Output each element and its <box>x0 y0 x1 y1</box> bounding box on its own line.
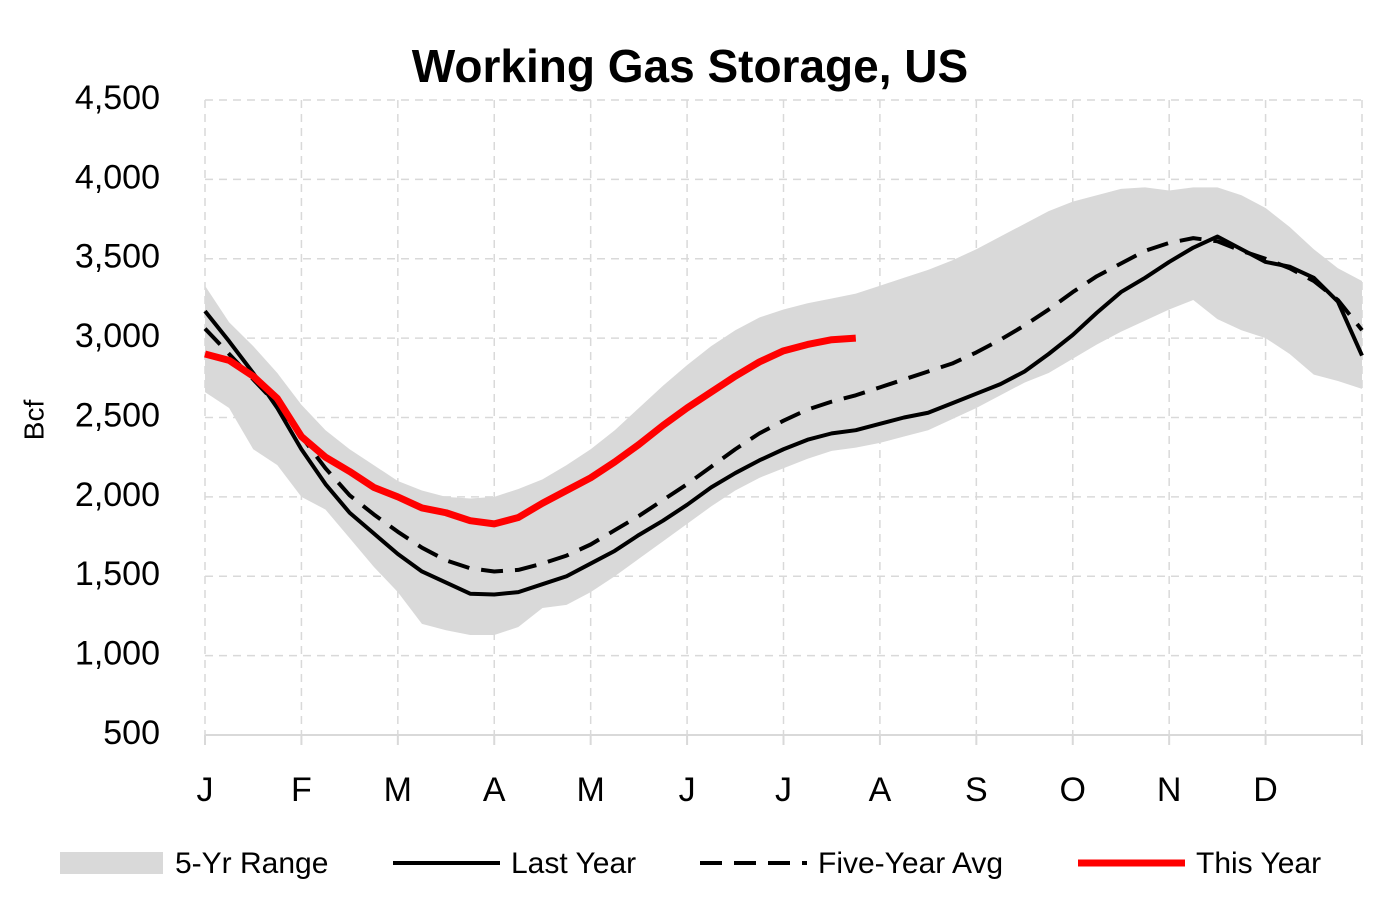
x-tick-label: M <box>577 771 605 809</box>
y-tick-label: 3,500 <box>75 238 160 276</box>
y-tick-label: 1,000 <box>75 635 160 673</box>
series-line <box>203 236 1364 574</box>
x-tick-label: O <box>1060 771 1086 809</box>
y-tick-label: 4,000 <box>75 158 160 196</box>
x-tick-label: J <box>679 771 696 809</box>
legend-label: Five-Year Avg <box>818 847 1003 880</box>
legend-label: Last Year <box>511 847 636 880</box>
legend-swatch <box>60 852 163 874</box>
chart-title: Working Gas Storage, US <box>412 40 968 92</box>
legend-label: 5-Yr Range <box>175 847 328 880</box>
x-tick-label: F <box>291 771 312 809</box>
series-line <box>204 334 857 528</box>
x-tick-label: M <box>384 771 412 809</box>
legend-label: This Year <box>1196 847 1321 880</box>
x-tick-label: J <box>197 771 214 809</box>
series-line <box>203 234 1364 597</box>
y-tick-label: 500 <box>103 714 160 752</box>
x-tick-label: J <box>775 771 792 809</box>
y-tick-label: 4,500 <box>75 79 160 117</box>
x-tick-label: A <box>483 771 506 809</box>
x-tick-label: A <box>869 771 892 809</box>
x-tick-label: N <box>1157 771 1182 809</box>
y-tick-label: 3,000 <box>75 317 160 355</box>
y-tick-label: 2,500 <box>75 396 160 434</box>
y-axis-label: Bcf <box>18 400 49 441</box>
x-tick-label: S <box>965 771 988 809</box>
x-tick-label: D <box>1253 771 1278 809</box>
y-tick-label: 1,500 <box>75 555 160 593</box>
y-tick-label: 2,000 <box>75 476 160 514</box>
